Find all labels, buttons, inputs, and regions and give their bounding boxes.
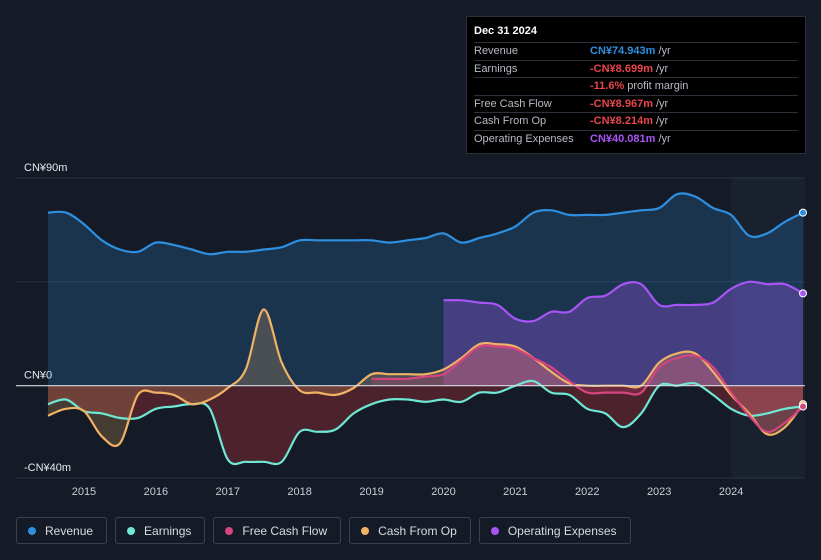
tooltip-row: Revenue CN¥74.943m/yr bbox=[474, 43, 798, 61]
tooltip-row-label: Revenue bbox=[474, 45, 519, 58]
legend-label: Free Cash Flow bbox=[242, 523, 328, 538]
tooltip-row-unit: /yr bbox=[655, 97, 669, 110]
tooltip-row-value: -11.6% bbox=[590, 80, 625, 93]
grid-lines bbox=[16, 177, 805, 479]
tooltip-row-unit: /yr bbox=[655, 62, 669, 75]
legend-item-earnings[interactable]: Earnings bbox=[115, 517, 206, 544]
legend-label: Earnings bbox=[144, 523, 192, 538]
tooltip-row-value: CN¥40.081m bbox=[590, 132, 656, 145]
revenue-line bbox=[47, 192, 804, 256]
series-end-markers bbox=[799, 208, 807, 411]
y-axis-labels: CN¥90m CN¥0 -CN¥40m bbox=[24, 162, 71, 474]
legend-dot-icon bbox=[490, 526, 499, 535]
tooltip-row: Free Cash Flow -CN¥8.967m/yr bbox=[474, 96, 798, 113]
x-tick-label: 2023 bbox=[647, 486, 671, 498]
tooltip-date: Dec 31 2024 bbox=[474, 25, 798, 43]
y-tick-label: CN¥0 bbox=[24, 370, 52, 382]
tooltip-row-value: -CN¥8.214m bbox=[590, 115, 653, 128]
legend-label: Operating Expenses bbox=[507, 523, 617, 538]
legend-label: Revenue bbox=[45, 523, 94, 538]
legend-dot-icon bbox=[28, 526, 36, 535]
tooltip-row-unit: /yr bbox=[655, 115, 669, 128]
cash-from-op-area bbox=[48, 309, 803, 446]
forecast-highlight-band bbox=[731, 178, 805, 478]
legend-item-free-cash-flow[interactable]: Free Cash Flow bbox=[213, 517, 342, 544]
tooltip-row: -11.6% profit margin bbox=[474, 78, 798, 96]
legend: Revenue Earnings Free Cash Flow Cash From O… bbox=[16, 517, 631, 544]
tooltip-row-value: CN¥74.943m bbox=[590, 45, 656, 58]
x-tick-label: 2024 bbox=[719, 486, 743, 498]
series-areas bbox=[48, 193, 803, 465]
operating-expenses-end-marker bbox=[799, 289, 807, 298]
legend-item-operating-expenses[interactable]: Operating Expenses bbox=[478, 517, 631, 544]
tooltip-row: Cash From Op -CN¥8.214m/yr bbox=[474, 113, 798, 131]
tooltip-row-label: Free Cash Flow bbox=[474, 97, 552, 110]
tooltip-row-value: -CN¥8.967m bbox=[590, 97, 653, 110]
free-cash-flow-line bbox=[371, 344, 804, 434]
revenue-end-marker bbox=[799, 208, 807, 217]
free-cash-flow-area bbox=[371, 345, 803, 432]
tooltip-row-unit: profit margin bbox=[627, 80, 689, 93]
y-tick-label: CN¥90m bbox=[24, 162, 67, 174]
revenue-area bbox=[48, 193, 803, 386]
x-tick-label: 2018 bbox=[287, 486, 311, 498]
x-tick-label: 2015 bbox=[72, 486, 96, 498]
legend-item-revenue[interactable]: Revenue bbox=[16, 517, 108, 544]
legend-item-cash-from-op[interactable]: Cash From Op bbox=[349, 517, 471, 544]
tooltip-row-label: Earnings bbox=[474, 62, 518, 75]
tooltip-row-unit: /yr bbox=[658, 45, 671, 58]
x-tick-label: 2017 bbox=[216, 486, 240, 498]
x-tick-label: 2016 bbox=[144, 486, 168, 498]
y-tick-label: -CN¥40m bbox=[24, 462, 71, 474]
operating-expenses-area bbox=[443, 281, 803, 386]
x-tick-label: 2022 bbox=[575, 486, 599, 498]
x-tick-label: 2021 bbox=[503, 486, 527, 498]
operating-expenses-line bbox=[443, 280, 804, 323]
tooltip-row: Earnings -CN¥8.699m/yr bbox=[474, 61, 798, 78]
legend-dot-icon bbox=[361, 526, 370, 535]
x-axis-labels: 2015 2016 2017 2018 2019 2020 2021 2022 2023 2024 bbox=[72, 486, 744, 498]
tooltip-row-value: -CN¥8.699m bbox=[590, 62, 653, 75]
tooltip-row-label: Cash From Op bbox=[474, 115, 547, 128]
x-tick-label: 2019 bbox=[359, 486, 383, 498]
tooltip-row: Operating Expenses CN¥40.081m/yr bbox=[474, 131, 798, 148]
tooltip-row-unit: /yr bbox=[658, 132, 671, 145]
tooltip-row-label: Operating Expenses bbox=[474, 132, 574, 145]
legend-label: Cash From Op bbox=[378, 523, 457, 538]
tooltip-rows: Revenue CN¥74.943m/yr Earnings -CN¥8.699m/y… bbox=[474, 43, 798, 147]
x-tick-label: 2020 bbox=[431, 486, 455, 498]
free-cash-flow-end-marker bbox=[799, 402, 807, 411]
earnings-area bbox=[48, 380, 803, 465]
legend-dot-icon bbox=[225, 526, 234, 535]
tooltip-panel: Dec 31 2024 Revenue CN¥74.943m/yr Earnings… bbox=[466, 16, 806, 154]
cash-from-op-line bbox=[47, 308, 804, 448]
legend-dot-icon bbox=[127, 526, 136, 535]
